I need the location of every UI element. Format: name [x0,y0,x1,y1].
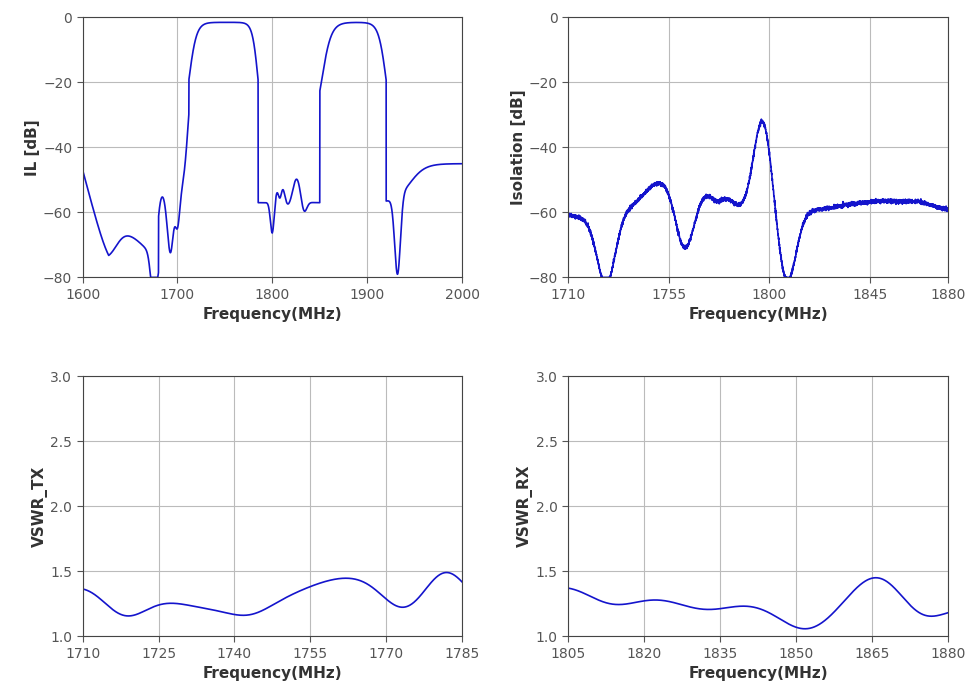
X-axis label: Frequency(MHz): Frequency(MHz) [202,666,342,681]
X-axis label: Frequency(MHz): Frequency(MHz) [688,666,828,681]
Y-axis label: VSWR_TX: VSWR_TX [31,466,48,547]
Y-axis label: VSWR_RX: VSWR_RX [517,465,533,547]
X-axis label: Frequency(MHz): Frequency(MHz) [202,308,342,322]
Y-axis label: Isolation [dB]: Isolation [dB] [511,89,526,206]
Y-axis label: IL [dB]: IL [dB] [25,119,40,175]
X-axis label: Frequency(MHz): Frequency(MHz) [688,308,828,322]
